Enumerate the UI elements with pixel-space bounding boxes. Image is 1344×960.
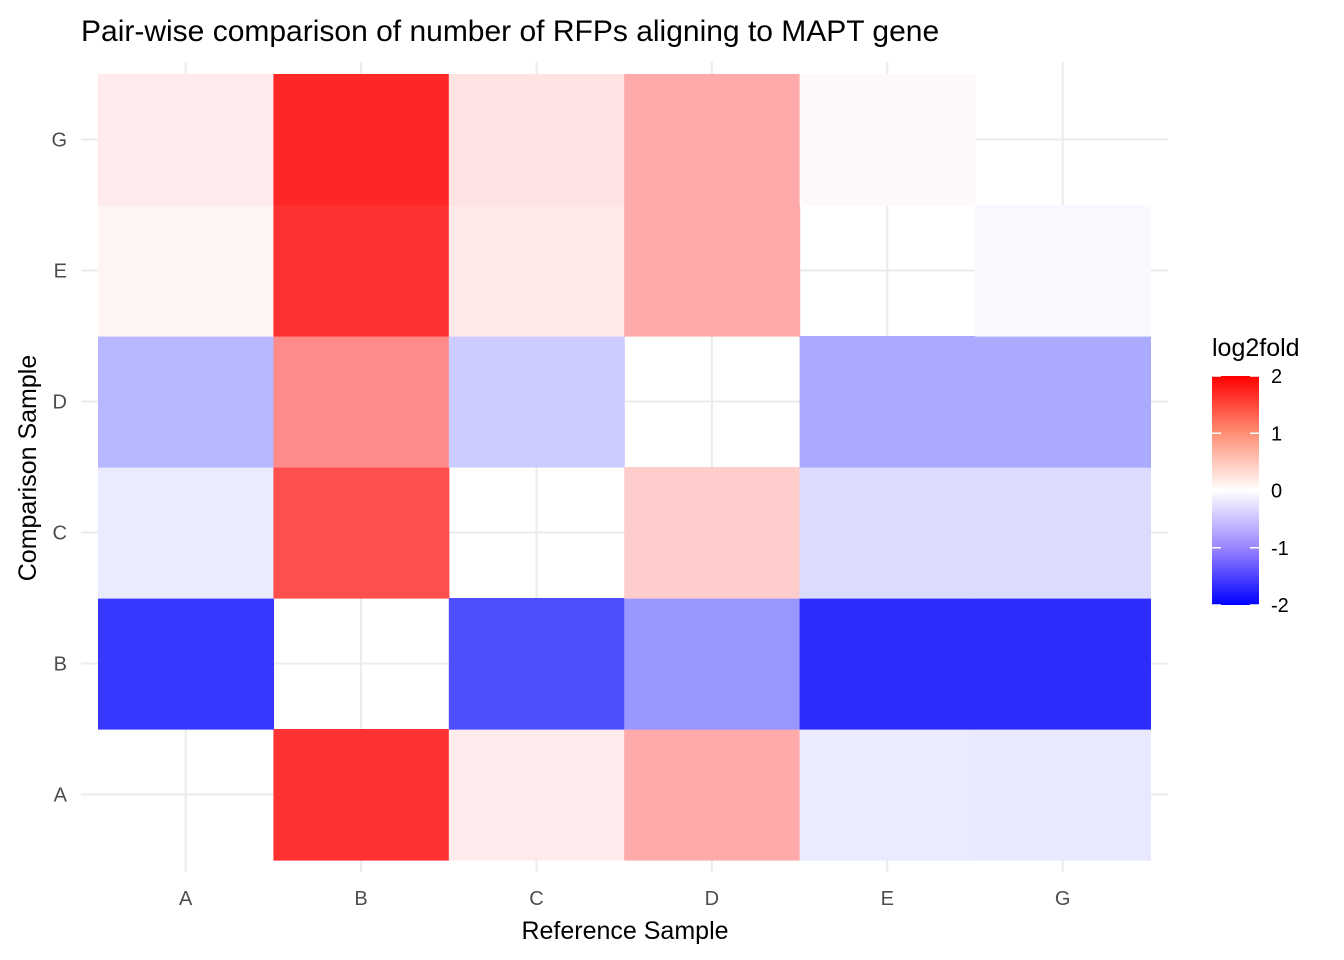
x-tick-label-a: A [179, 888, 193, 910]
y-axis-title: Comparison Sample [14, 355, 42, 582]
heatmap-cell-b-g [273, 74, 450, 206]
y-axis-ticks: A B C D E G [51, 130, 67, 807]
heatmap-cell-a-d [98, 336, 274, 468]
legend-tick-label: -2 [1271, 595, 1289, 617]
heatmap-cell-g-b [975, 598, 1151, 730]
heatmap-cell-c-a [448, 729, 625, 861]
heatmap-cell-c-e [448, 205, 625, 337]
heatmap-cell-g-c [975, 467, 1151, 599]
legend: log2fold 2 1 0 -1 -2 [1212, 334, 1300, 617]
legend-tick-label: -1 [1271, 538, 1289, 560]
heatmap-cell-b-c [273, 467, 450, 599]
heatmap-cell-c-b [448, 598, 625, 730]
heatmap-cell-e-d [799, 336, 976, 468]
chart-title: Pair-wise comparison of number of RFPs a… [81, 15, 939, 48]
heatmap-cell-g-d [975, 336, 1151, 468]
heatmap-cell-e-b [799, 598, 976, 730]
heatmap-cell-c-d [448, 336, 625, 468]
heatmap-cell-a-e [98, 205, 274, 337]
x-axis-title: Reference Sample [521, 917, 728, 945]
x-tick-label-b: B [354, 888, 367, 910]
heatmap-cell-b-e [273, 205, 450, 337]
x-tick-label-c: C [529, 888, 543, 910]
y-tick-label-e: E [54, 261, 67, 283]
legend-tick-label: 0 [1271, 481, 1282, 503]
legend-tick-label: 2 [1271, 366, 1282, 388]
heatmap-cell-e-a [799, 729, 976, 861]
y-tick-label-a: A [54, 785, 68, 807]
heatmap-cell-d-a [624, 729, 801, 861]
x-tick-label-d: D [705, 888, 719, 910]
x-tick-label-g: G [1055, 888, 1071, 910]
heatmap-cell-g-e [975, 205, 1151, 337]
heatmap-cell-e-g [799, 74, 976, 206]
heatmap-cell-a-b [98, 598, 274, 730]
legend-title: log2fold [1212, 334, 1300, 362]
heatmap-cell-d-c [624, 467, 801, 599]
y-tick-label-b: B [54, 654, 67, 676]
y-tick-label-d: D [53, 392, 67, 414]
x-tick-label-e: E [881, 888, 894, 910]
heatmap-cell-d-g [624, 74, 801, 206]
heatmap-cell-b-d [273, 336, 450, 468]
heatmap-cell-g-a [975, 729, 1151, 861]
heatmap-cell-b-a [273, 729, 450, 861]
heatmap-cell-a-c [98, 467, 274, 599]
legend-ticks: 2 1 0 -1 -2 [1212, 366, 1289, 617]
heatmap-cell-d-e [624, 205, 801, 337]
heatmap-cell-a-g [98, 74, 274, 206]
heatmap-cell-e-c [799, 467, 976, 599]
legend-tick-label: 1 [1271, 423, 1282, 445]
heatmap-cell-c-g [448, 74, 625, 206]
heatmap-cells [98, 74, 1151, 861]
y-tick-label-g: G [51, 130, 67, 152]
y-tick-label-c: C [53, 523, 67, 545]
heatmap-cell-d-b [624, 598, 801, 730]
